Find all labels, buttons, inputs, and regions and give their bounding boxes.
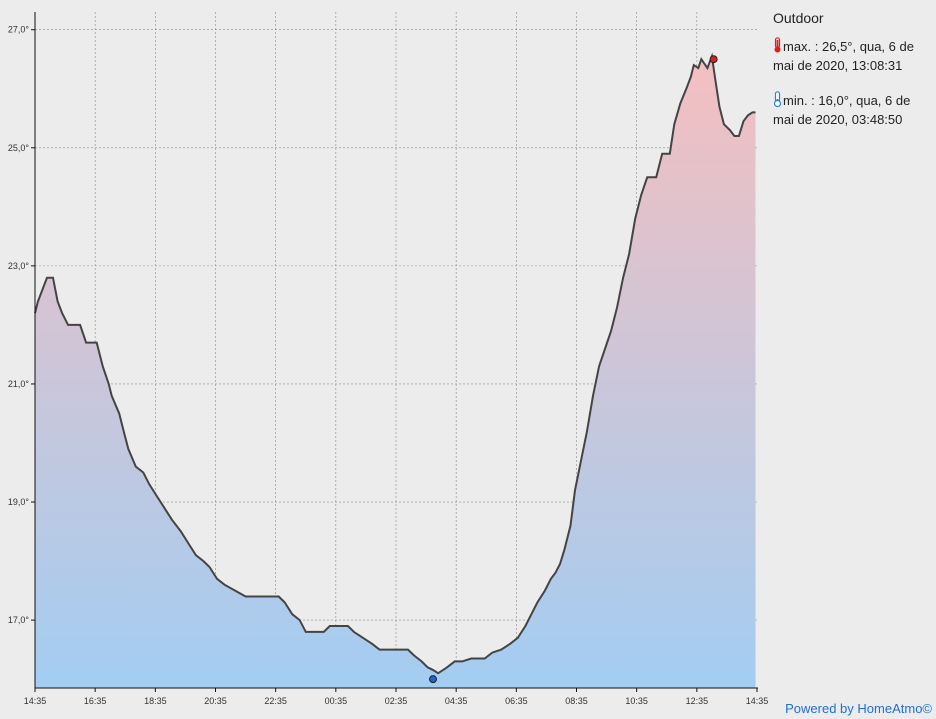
x-tick-label: 14:35	[746, 696, 769, 706]
max-stat: max. : 26,5°, qua, 6 de mai de 2020, 13:…	[773, 37, 933, 75]
thermometer-cold-icon	[773, 91, 782, 107]
x-tick-label: 02:35	[385, 696, 408, 706]
powered-by-link[interactable]: Powered by HomeAtmo©	[785, 701, 932, 716]
y-tick-label: 27,0°	[8, 25, 30, 35]
y-tick-label: 19,0°	[8, 497, 30, 507]
extreme-markers	[429, 55, 718, 684]
x-tick-label: 18:35	[144, 696, 167, 706]
y-tick-label: 21,0°	[8, 379, 30, 389]
x-tick-label: 00:35	[325, 696, 348, 706]
y-tick-label: 25,0°	[8, 143, 30, 153]
x-tick-label: 04:35	[445, 696, 468, 706]
temperature-chart: 17,0° 19,0° 21,0° 23,0° 25,0° 27,0° 14:35 16:35…	[8, 12, 768, 706]
stats-panel: Outdoor max. : 26,5°, qua, 6 de mai de 2…	[773, 10, 933, 145]
x-tick-label: 12:35	[686, 696, 709, 706]
x-tick-label: 08:35	[565, 696, 588, 706]
thermometer-hot-icon	[774, 37, 781, 53]
temperature-area	[35, 56, 756, 689]
min-stat-text: min. : 16,0°, qua, 6 de mai de 2020, 03:…	[773, 93, 911, 127]
x-tick-label: 20:35	[204, 696, 227, 706]
panel-title: Outdoor	[773, 10, 824, 26]
x-tick-label: 14:35	[24, 696, 47, 706]
x-tick-label: 10:35	[625, 696, 648, 706]
x-tick-label: 16:35	[84, 696, 107, 706]
y-tick-label: 17,0°	[8, 615, 30, 625]
x-tick-label: 22:35	[264, 696, 287, 706]
max-stat-text: max. : 26,5°, qua, 6 de mai de 2020, 13:…	[773, 39, 914, 73]
x-tick-label: 06:35	[505, 696, 528, 706]
min-marker	[429, 675, 438, 684]
y-tick-label: 23,0°	[8, 261, 30, 271]
temperature-line	[34, 52, 756, 675]
axis-ticks: 17,0° 19,0° 21,0° 23,0° 25,0° 27,0° 14:35 16:35…	[8, 25, 768, 706]
min-stat: min. : 16,0°, qua, 6 de mai de 2020, 03:…	[773, 91, 933, 129]
max-marker	[709, 55, 718, 64]
